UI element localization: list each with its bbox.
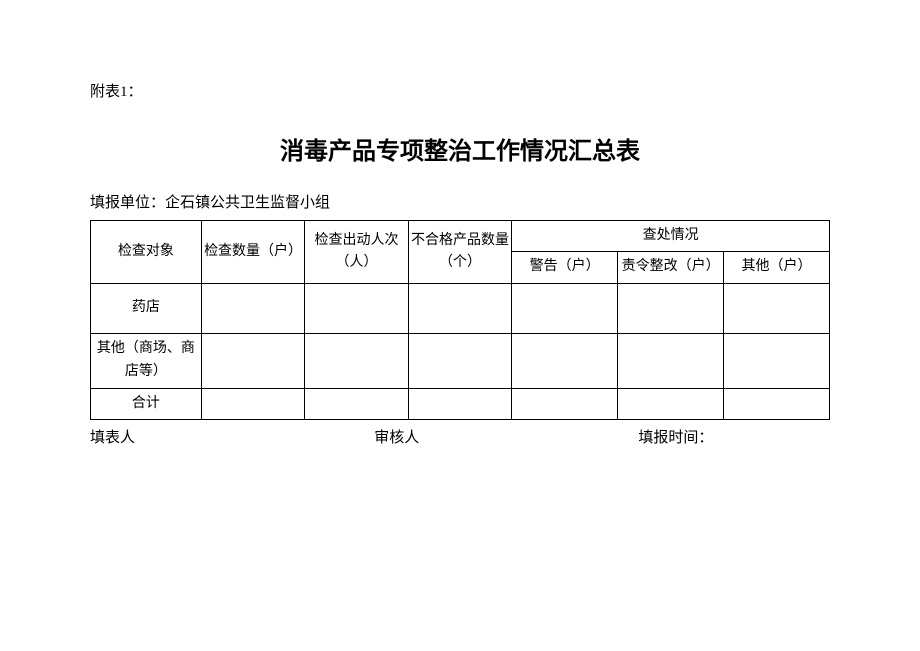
header-warning: 警告（户） (512, 252, 618, 283)
footer-row: 填表人 审核人 填报时间： (90, 426, 830, 447)
header-other: 其他（户） (724, 252, 830, 283)
attachment-label: 附表1： (90, 80, 830, 101)
row-label: 其他（商场、商店等） (91, 333, 202, 388)
header-rectify: 责令整改（户） (618, 252, 724, 283)
cell (512, 388, 618, 419)
header-inspect-object: 检查对象 (91, 221, 202, 284)
cell (408, 333, 511, 388)
cell (305, 333, 408, 388)
header-personnel: 检查出动人次（人） (305, 221, 408, 284)
header-inspect-count: 检查数量（户） (201, 221, 304, 284)
footer-filler: 填表人 (90, 426, 334, 447)
cell (512, 333, 618, 388)
row-label: 药店 (91, 283, 202, 333)
cell (201, 283, 304, 333)
footer-reviewer: 审核人 (334, 426, 578, 447)
header-investigation-group: 查处情况 (512, 221, 830, 252)
report-unit-label: 填报单位： (90, 195, 165, 211)
cell (408, 283, 511, 333)
page-title: 消毒产品专项整治工作情况汇总表 (90, 131, 830, 166)
cell (618, 388, 724, 419)
report-unit: 填报单位：企石镇公共卫生监督小组 (90, 191, 830, 212)
cell (408, 388, 511, 419)
table-row: 合计 (91, 388, 830, 419)
cell (201, 333, 304, 388)
summary-table: 检查对象 检查数量（户） 检查出动人次（人） 不合格产品数量（个） 查处情况 警… (90, 220, 830, 420)
row-label: 合计 (91, 388, 202, 419)
table-row: 药店 (91, 283, 830, 333)
report-unit-value: 企石镇公共卫生监督小组 (165, 195, 330, 211)
cell (512, 283, 618, 333)
cell (724, 388, 830, 419)
header-unqualified: 不合格产品数量（个） (408, 221, 511, 284)
table-row: 其他（商场、商店等） (91, 333, 830, 388)
cell (305, 388, 408, 419)
cell (618, 283, 724, 333)
cell (305, 283, 408, 333)
cell (724, 283, 830, 333)
cell (618, 333, 724, 388)
cell (201, 388, 304, 419)
footer-report-time: 填报时间： (578, 426, 830, 447)
cell (724, 333, 830, 388)
